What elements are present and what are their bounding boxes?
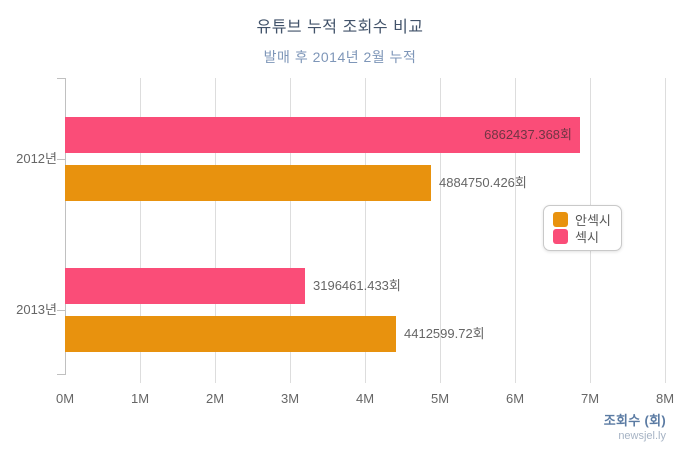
legend-item: 섹시 — [553, 228, 611, 245]
gridline — [365, 78, 366, 383]
bar-value-label: 4412599.72회 — [404, 326, 485, 341]
x-axis-title: 조회수 (회) — [603, 413, 666, 428]
legend-swatch-icon — [553, 212, 568, 227]
plot-area: 6862437.368회 4884750.426회 3196461.433회 4412… — [57, 78, 666, 383]
y-axis-tick — [57, 374, 65, 375]
bar-segment[interactable] — [65, 316, 396, 352]
watermark: newsjel.ly — [618, 430, 666, 442]
legend-item-label: 안섹시 — [575, 213, 611, 228]
x-axis-tick-label: 7M — [580, 391, 600, 406]
x-axis-tick-label: 2M — [205, 391, 225, 406]
gridline — [215, 78, 216, 383]
legend-swatch-icon — [553, 229, 568, 244]
bar-value-label: 3196461.433회 — [313, 278, 401, 293]
y-axis-tick — [57, 310, 65, 311]
bar-segment[interactable] — [65, 165, 431, 201]
legend-item: 안섹시 — [553, 211, 611, 228]
x-axis-tick-label: 1M — [130, 391, 150, 406]
gridline — [515, 78, 516, 383]
gridline — [440, 78, 441, 383]
gridline — [140, 78, 141, 383]
x-axis-tick-label: 0M — [55, 391, 75, 406]
x-axis-tick-label: 6M — [505, 391, 525, 406]
y-axis-tick — [57, 78, 65, 79]
chart-subtitle: 발매 후 2014년 2월 누적 — [263, 49, 417, 65]
y-axis-tick — [57, 159, 65, 160]
x-axis-tick-label: 3M — [280, 391, 300, 406]
bar-segment[interactable] — [65, 117, 580, 153]
x-axis-tick-label: 8M — [655, 391, 675, 406]
gridline — [290, 78, 291, 383]
gridline — [665, 78, 666, 383]
y-axis-category-label: 2013년 — [16, 302, 57, 317]
y-axis-line — [65, 78, 66, 375]
x-axis-tick-label: 5M — [430, 391, 450, 406]
bar-value-label: 4884750.426회 — [439, 175, 527, 190]
legend-item-label: 섹시 — [575, 230, 599, 245]
y-axis-category-label: 2012년 — [16, 151, 57, 166]
x-axis-tick-label: 4M — [355, 391, 375, 406]
bar-segment[interactable] — [65, 268, 305, 304]
chart-title: 유튜브 누적 조회수 비교 — [256, 19, 424, 36]
bar-value-label: 6862437.368회 — [484, 127, 572, 142]
